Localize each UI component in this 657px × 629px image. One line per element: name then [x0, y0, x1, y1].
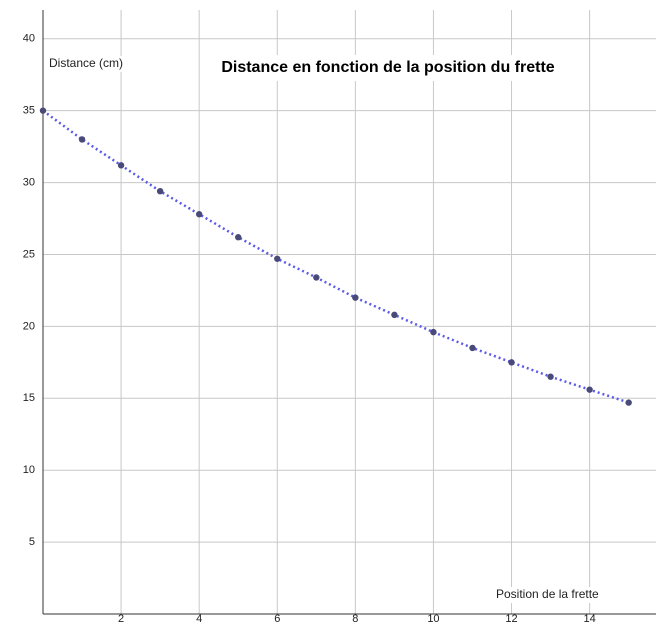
x-tick-label: 12: [505, 613, 517, 625]
y-label-bg: [46, 56, 142, 72]
chart-title: Distance en fonction de la position du f…: [221, 59, 554, 76]
y-tick-label: 15: [23, 392, 35, 404]
x-tick-label: 8: [352, 613, 358, 625]
data-point: [156, 188, 164, 195]
data-point: [391, 311, 398, 319]
y-tick-label: 5: [29, 536, 35, 548]
y-tick-label: 40: [23, 33, 35, 45]
data-point: [430, 328, 437, 336]
y-axis-label: Distance (cm): [49, 56, 123, 70]
data-point: [586, 386, 593, 393]
x-tick-label: 6: [274, 613, 280, 625]
data-point: [352, 294, 359, 301]
y-tick-label: 20: [23, 320, 35, 332]
x-axis-label: Position de la frette: [496, 587, 599, 601]
data-point: [508, 359, 515, 366]
x-tick-label: 10: [427, 613, 439, 625]
y-tick-label: 30: [23, 176, 35, 188]
data-point: [195, 211, 203, 218]
x-label-bg: [492, 587, 620, 603]
y-tick-label: 10: [23, 464, 35, 476]
y-tick-label: 25: [23, 248, 35, 260]
y-tick-label: 35: [23, 105, 35, 117]
x-tick-label: 14: [583, 613, 595, 625]
data-point: [235, 234, 242, 241]
data-point: [469, 344, 476, 352]
data-point: [547, 373, 554, 380]
x-tick-label: 2: [118, 613, 124, 625]
data-point: [625, 399, 632, 406]
data-point: [274, 255, 281, 262]
trend-line: [42, 109, 630, 404]
data-point: [39, 107, 47, 114]
data-point: [313, 274, 320, 281]
x-tick-label: 4: [196, 613, 202, 625]
data-point: [78, 136, 86, 143]
title-bg: [200, 55, 580, 81]
data-point: [117, 162, 125, 169]
